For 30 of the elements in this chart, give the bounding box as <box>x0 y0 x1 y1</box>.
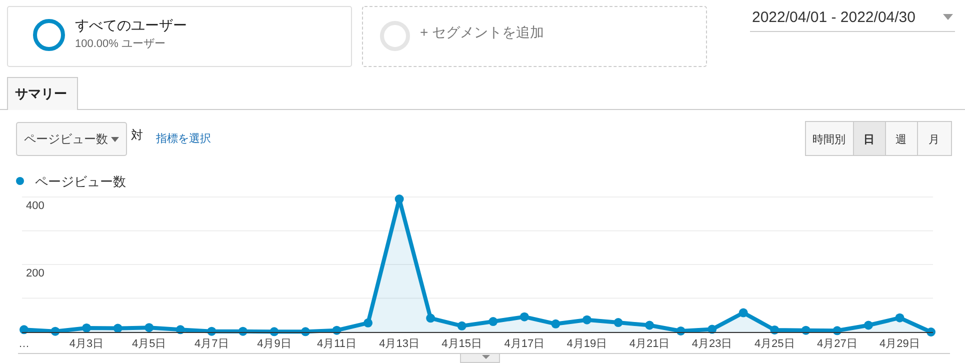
x-tick-label: 4月23日 <box>692 338 732 350</box>
x-tick-label: 4月21日 <box>629 338 670 350</box>
text: 対 <box>131 128 143 142</box>
text: 時間別 <box>812 133 846 146</box>
x-tick-label: 4月25日 <box>754 338 795 350</box>
x-tick-label: 4月11日 <box>316 338 357 350</box>
x-tick-label: 4月7日 <box>194 338 229 350</box>
x-tick-label: 4月19日 <box>566 338 608 350</box>
x-tick-label: 4月5日 <box>132 338 166 350</box>
x-tick-label: 4月29日 <box>880 338 920 350</box>
text: 指標を選択 <box>155 133 211 145</box>
text: 100.00% ユーザー <box>75 38 166 50</box>
x-tick-label: 4月17日 <box>504 338 545 350</box>
x-tick-label: 4月3日 <box>69 338 104 350</box>
legend-label: ページビュー数 <box>35 174 126 189</box>
text: 日 <box>864 134 874 146</box>
x-tick-label: … <box>18 338 30 350</box>
x-tick-label: 4月9日 <box>257 338 292 350</box>
text: 週 <box>896 134 906 146</box>
text: + セグメントを追加 <box>420 24 544 40</box>
text: すべてのユーザー <box>75 17 187 33</box>
text: ページビュー数 <box>24 132 108 146</box>
x-tick-label: 4月15日 <box>442 338 482 350</box>
x-tick-label: 4月13日 <box>379 338 420 350</box>
text: 2022/04/01 - 2022/04/30 <box>752 9 916 26</box>
text: サマリー <box>15 86 67 101</box>
x-tick-label: 4月27日 <box>816 338 858 350</box>
y-tick-label: 200 <box>26 268 44 280</box>
y-tick-label: 400 <box>26 200 44 212</box>
text: 月 <box>928 134 940 146</box>
